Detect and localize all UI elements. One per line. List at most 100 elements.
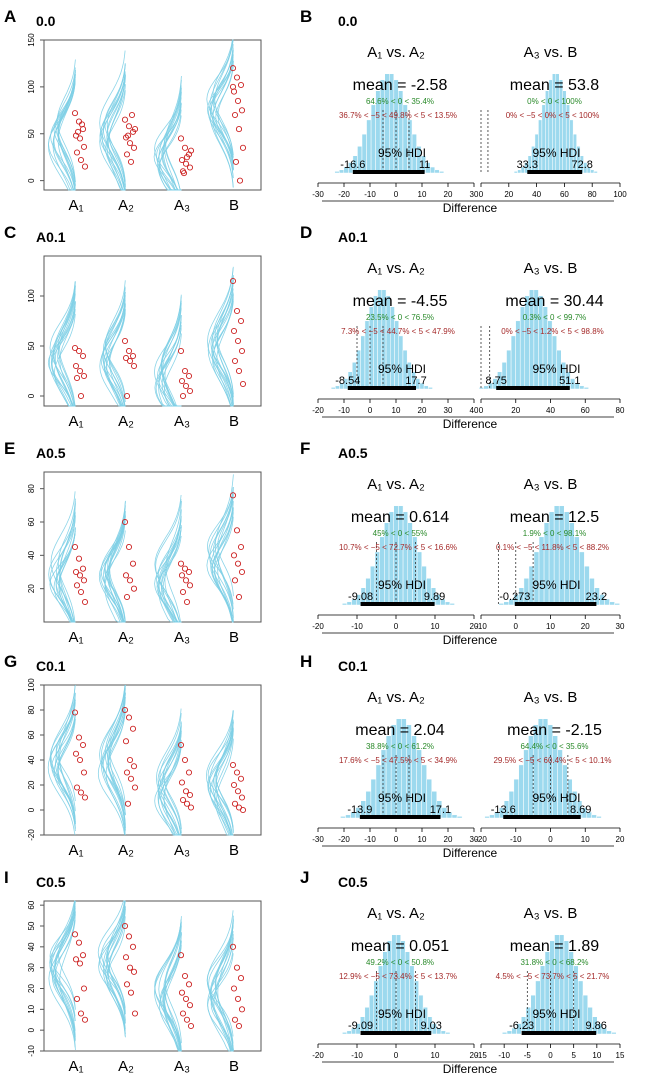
data-point (185, 769, 193, 776)
x-tick-label: 0 (548, 835, 553, 844)
data-point (76, 572, 84, 579)
green-prob-label: 64.6% < 0 < 35.4% (366, 97, 434, 106)
data-point (230, 552, 238, 559)
data-point (183, 800, 191, 807)
posterior-curve (207, 726, 234, 836)
posterior-curve (100, 304, 126, 407)
x-tick-label: 30 (444, 406, 453, 415)
comparison-title: A₁ vs. A₂ (367, 44, 425, 61)
histogram-bar (506, 349, 512, 390)
posterior-curve (107, 500, 126, 623)
data-point (182, 382, 190, 390)
x-tick-label: 0 (514, 622, 519, 631)
data-point (233, 527, 241, 534)
data-point (234, 97, 242, 104)
comparison-vs: vs. (540, 476, 568, 493)
plot-frame (43, 471, 262, 623)
comparison-vs: vs. (382, 905, 409, 922)
hdi-low-label: -0.273 (499, 591, 530, 603)
posterior-curve (104, 519, 126, 623)
data-point (185, 981, 193, 988)
posterior-curve (209, 711, 234, 836)
x-tick-label: 30 (616, 622, 625, 631)
x-tick-label: -20 (338, 835, 350, 844)
x-tick-label: 40 (532, 190, 541, 199)
hdi-low-label: -9.09 (348, 1020, 373, 1032)
posterior-curve (164, 725, 182, 834)
hdi-low-label: -13.9 (347, 804, 372, 816)
data-point (79, 741, 87, 749)
data-point (71, 110, 79, 117)
y-tick-label: 60 (27, 900, 36, 909)
hdi-label: 95% HDI (378, 362, 426, 376)
red-prob-label: 4.5% < −5 < 73.7% < 5 < 21.7% (496, 972, 610, 981)
data-point (129, 725, 137, 732)
posterior-curve (53, 285, 76, 407)
histogram-bar (583, 387, 589, 390)
data-point (230, 985, 238, 992)
hdi-label: 95% HDI (378, 1007, 426, 1021)
posterior-curve (108, 501, 126, 623)
data-point (131, 784, 139, 791)
data-point (121, 116, 129, 123)
mean-label: mean = 30.44 (505, 293, 603, 310)
posterior-curve (214, 39, 234, 166)
green-prob-label: 38.8% < 0 < 61.2% (366, 742, 434, 751)
posterior-curve (103, 906, 126, 1037)
posterior-curve (163, 940, 182, 1052)
data-point (79, 565, 87, 572)
x-category-label: B (229, 1058, 239, 1075)
histogram-bar (451, 814, 458, 819)
hdi-high-label: 72.8 (571, 159, 592, 171)
hdi-low-label: -6.23 (509, 1020, 534, 1032)
red-prob-label: 0.1% < −5 < 11.8% < 5 < 88.2% (496, 543, 609, 552)
histogram-bar (611, 1032, 617, 1035)
data-point (78, 121, 86, 128)
y-tick-label: 50 (27, 921, 36, 930)
posterior-curve (216, 279, 234, 404)
posterior-curve (102, 300, 126, 407)
green-prob-label: 0% < 0 < 100% (527, 97, 582, 106)
data-point (239, 144, 247, 151)
data-point (121, 922, 129, 930)
posterior-curve (210, 288, 234, 400)
histogram-bar (445, 1032, 451, 1035)
data-point (81, 598, 89, 606)
posterior-curve (154, 527, 182, 623)
data-point (75, 734, 83, 741)
data-point (126, 964, 134, 971)
y-tick-label: 60 (27, 730, 36, 739)
histogram-bar (513, 171, 518, 174)
x-category-label: A₃ (174, 842, 190, 859)
panel-letter: B (300, 7, 312, 26)
posterior-curve (207, 948, 234, 1052)
panel-f: F A0.5 A₁ vs. A₂ 95% HDI -9.08 9.89 mean = 0.6… (300, 439, 625, 647)
posterior-curve (106, 922, 126, 1035)
data-point (76, 756, 84, 764)
hdi-low-label: -9.08 (348, 591, 373, 603)
hdi-high-label: 11 (419, 159, 430, 171)
posterior-curve (104, 530, 126, 623)
x-tick-label: 10 (431, 1051, 440, 1060)
data-point (81, 794, 89, 801)
comparison-right-label: A₂ (409, 905, 425, 922)
data-point (187, 147, 195, 154)
data-point (131, 1010, 139, 1017)
hdi-label: 95% HDI (532, 791, 580, 805)
data-point (238, 794, 246, 801)
data-point (233, 964, 241, 971)
comparison-2: A₃ vs. B 95% HDI-0.273 23.2 mean = 12.5 1.9%… (475, 476, 625, 631)
data-point (177, 560, 185, 567)
y-tick-label: -10 (27, 1045, 36, 1057)
comparison-title: A₃ vs. B (524, 260, 578, 277)
x-category-label: B (229, 413, 239, 430)
data-point (129, 352, 137, 360)
x-tick-label: 60 (581, 406, 590, 415)
histogram-bar (614, 603, 620, 606)
data-point (130, 585, 138, 592)
comparison-2: A₃ vs. B 95% HDI-6.23 9.86 mean = 1.89 31.8%… (475, 905, 625, 1060)
y-tick-label: 0 (27, 1027, 36, 1032)
x-tick-label: 10 (581, 835, 590, 844)
posterior-curve (206, 488, 234, 605)
hdi-high-label: 9.03 (421, 1020, 442, 1032)
